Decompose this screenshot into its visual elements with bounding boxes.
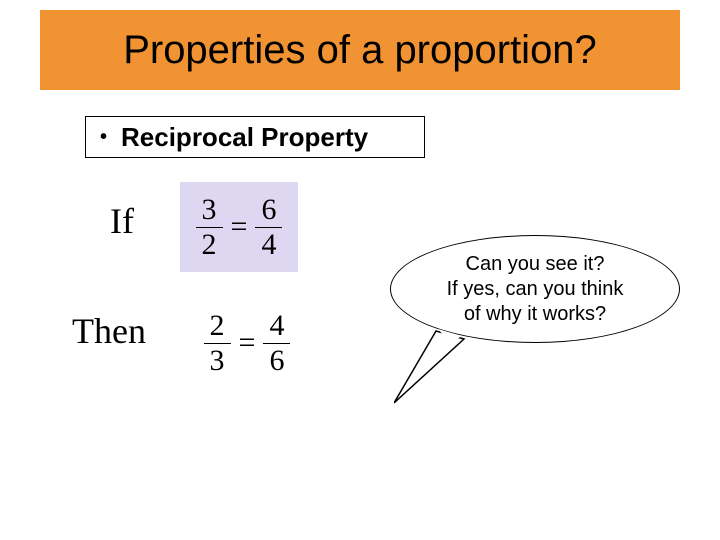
callout-line-2: If yes, can you think [447,277,624,302]
bullet-text: Reciprocal Property [121,122,368,153]
fraction-then-2-den: 6 [263,343,290,378]
fraction-then-1-num: 2 [204,309,231,343]
callout: Can you see it? If yes, can you think of… [390,235,690,405]
fraction-if-2-den: 4 [255,227,282,262]
fraction-if-1-num: 3 [196,193,223,227]
equals-then: = [239,326,256,360]
if-label: If [110,200,134,242]
callout-tail-icon [394,323,484,413]
equation-then: 2 3 = 4 6 [204,309,291,378]
callout-line-3: of why it works? [464,302,606,327]
fraction-if-1: 3 2 [196,193,223,262]
title-bar: Properties of a proportion? [40,10,680,90]
equation-then-box: 2 3 = 4 6 [188,298,306,388]
bullet-marker: • [100,126,107,149]
bullet-box: • Reciprocal Property [85,116,425,158]
fraction-then-2: 4 6 [263,309,290,378]
equation-if-box: 3 2 = 6 4 [180,182,298,272]
fraction-if-2-num: 6 [255,193,282,227]
equation-if: 3 2 = 6 4 [196,193,283,262]
fraction-then-2-num: 4 [263,309,290,343]
equals-if: = [231,210,248,244]
fraction-if-2: 6 4 [255,193,282,262]
fraction-if-1-den: 2 [196,227,223,262]
title-text: Properties of a proportion? [123,28,597,73]
fraction-then-1: 2 3 [204,309,231,378]
callout-line-1: Can you see it? [466,252,605,277]
fraction-then-1-den: 3 [204,343,231,378]
then-label: Then [72,310,146,352]
